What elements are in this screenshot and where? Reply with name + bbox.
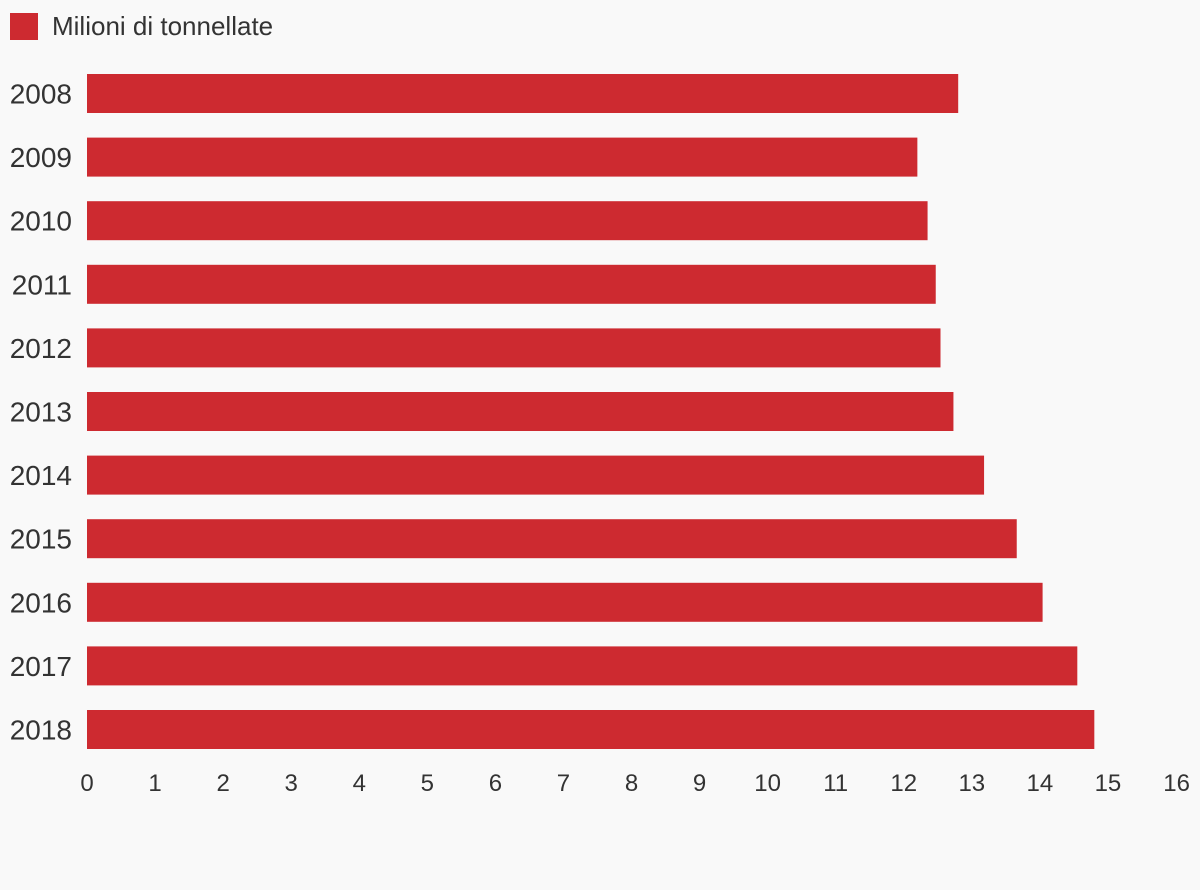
category-labels-group: 2008 2009 2010 2011 2012 2013 2014 2015 2016 2017… <box>10 79 72 746</box>
x-tick-label-12: 12 <box>890 770 917 797</box>
x-tick-label-9: 9 <box>693 770 706 797</box>
bar-2012 <box>87 328 941 368</box>
x-tick-label-6: 6 <box>489 770 502 797</box>
bar-2016 <box>87 582 1043 622</box>
category-label-2013: 2013 <box>10 397 72 428</box>
category-label-2015: 2015 <box>10 524 72 555</box>
x-tick-label-2: 2 <box>216 770 229 797</box>
category-label-2016: 2016 <box>10 587 72 618</box>
category-label-2018: 2018 <box>10 715 72 746</box>
x-tick-label-11: 11 <box>823 770 848 797</box>
legend-label: Milioni di tonnellate <box>52 11 274 41</box>
x-tick-label-8: 8 <box>625 770 638 797</box>
bar-2017 <box>87 646 1078 686</box>
x-tick-label-1: 1 <box>148 770 161 797</box>
x-tick-label-7: 7 <box>557 770 570 797</box>
bar-2015 <box>87 519 1017 559</box>
category-label-2010: 2010 <box>10 206 72 237</box>
category-label-2014: 2014 <box>10 460 72 491</box>
legend: Milioni di tonnellate <box>10 10 273 42</box>
category-label-2012: 2012 <box>10 333 72 364</box>
x-tick-label-15: 15 <box>1095 770 1122 797</box>
x-tick-label-3: 3 <box>285 770 298 797</box>
x-tick-label-16: 16 <box>1163 770 1190 797</box>
category-label-2017: 2017 <box>10 651 72 682</box>
legend-swatch <box>10 12 38 40</box>
category-label-2009: 2009 <box>10 142 72 173</box>
x-tick-label-14: 14 <box>1027 770 1054 797</box>
bar-2013 <box>87 392 954 431</box>
category-label-2008: 2008 <box>10 79 72 110</box>
category-label-2011: 2011 <box>12 269 72 300</box>
bar-2010 <box>87 201 928 241</box>
bar-2011 <box>87 264 936 304</box>
bar-2014 <box>87 455 985 495</box>
bar-2008 <box>87 74 959 113</box>
bar-2018 <box>87 710 1095 749</box>
x-tick-label-5: 5 <box>421 770 434 797</box>
x-tick-label-10: 10 <box>754 770 781 797</box>
x-axis-tick-labels-group: 0 1 2 3 4 5 6 7 8 9 10 11 12 13 14 15 16 <box>80 770 1190 797</box>
x-tick-label-0: 0 <box>80 770 93 797</box>
bars-group <box>87 74 1095 749</box>
x-tick-label-4: 4 <box>353 770 366 797</box>
x-tick-label-13: 13 <box>958 770 985 797</box>
bar-2009 <box>87 137 918 177</box>
